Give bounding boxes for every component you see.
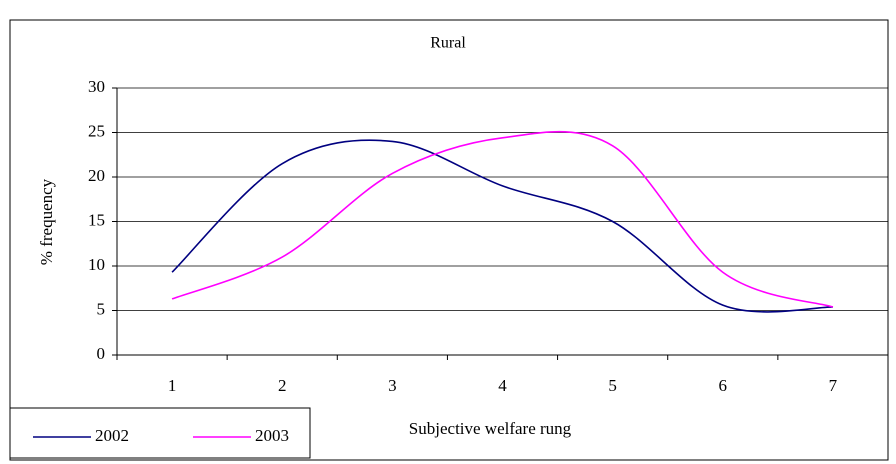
y-tick-label: 15 bbox=[88, 210, 105, 229]
line-series bbox=[171, 139, 833, 313]
y-tick-label: 10 bbox=[88, 255, 105, 274]
y-axis-label: % frequency bbox=[37, 178, 56, 265]
y-tick-label: 0 bbox=[97, 344, 106, 363]
y-tick-label: 20 bbox=[88, 166, 105, 185]
y-tick-label: 25 bbox=[88, 121, 105, 140]
x-tick-label: 7 bbox=[829, 376, 838, 395]
x-tick-label: 4 bbox=[498, 376, 507, 395]
x-axis-label: Subjective welfare rung bbox=[409, 419, 572, 438]
x-tick-label: 5 bbox=[608, 376, 617, 395]
y-tick-label: 30 bbox=[88, 77, 105, 96]
y-tick-label: 5 bbox=[97, 299, 106, 318]
legend-label: 2002 bbox=[95, 426, 129, 445]
legend-label: 2003 bbox=[255, 426, 289, 445]
chart-border bbox=[9, 19, 889, 461]
x-tick-label: 2 bbox=[278, 376, 287, 395]
x-tick-label: 1 bbox=[168, 376, 177, 395]
x-tick-label: 3 bbox=[388, 376, 397, 395]
legend-box bbox=[9, 407, 311, 459]
x-tick-label: 6 bbox=[719, 376, 728, 395]
line-series bbox=[171, 130, 834, 308]
chart-title: Rural bbox=[430, 35, 466, 52]
